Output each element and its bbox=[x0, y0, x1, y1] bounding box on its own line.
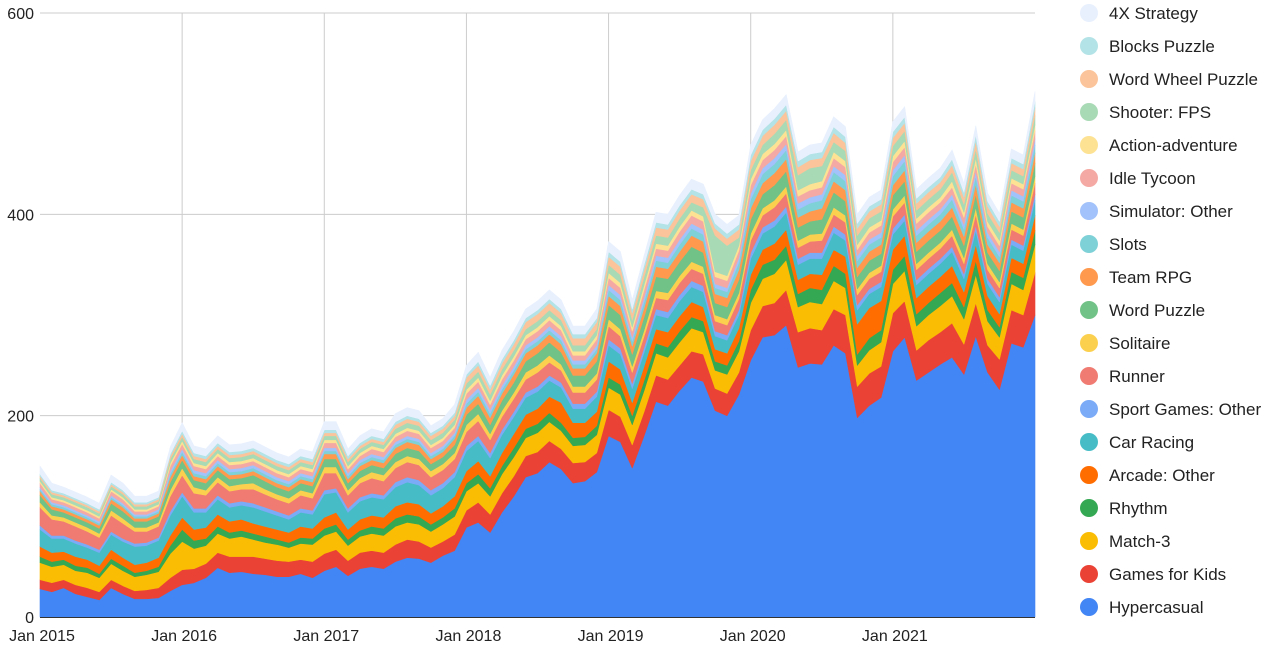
x-tick-label: Jan 2015 bbox=[9, 628, 75, 645]
legend-swatch bbox=[1080, 103, 1098, 121]
legend-label: Hypercasual bbox=[1109, 598, 1204, 617]
legend-item-team-rpg[interactable]: Team RPG bbox=[1080, 268, 1192, 287]
legend-label: Solitaire bbox=[1109, 334, 1170, 353]
legend-item-games-for-kids[interactable]: Games for Kids bbox=[1080, 565, 1226, 584]
legend-label: Action-adventure bbox=[1109, 136, 1238, 155]
chart-axes: 0 200 400 600 Jan 2015 Jan 2016 Jan 2017 Jan 20… bbox=[7, 6, 1035, 645]
chart-areas bbox=[39, 91, 1036, 618]
legend-swatch bbox=[1080, 598, 1098, 616]
legend-swatch bbox=[1080, 400, 1098, 418]
legend-label: Games for Kids bbox=[1109, 565, 1226, 584]
y-tick-label: 600 bbox=[7, 6, 34, 23]
legend-item-simulator-other[interactable]: Simulator: Other bbox=[1080, 202, 1233, 221]
legend-item-sport-games-other[interactable]: Sport Games: Other bbox=[1080, 400, 1261, 419]
y-tick-label: 400 bbox=[7, 207, 34, 224]
legend-label: Slots bbox=[1109, 235, 1147, 254]
x-tick-label: Jan 2019 bbox=[578, 628, 644, 645]
legend-label: Word Puzzle bbox=[1109, 301, 1205, 320]
legend-label: Simulator: Other bbox=[1109, 202, 1233, 221]
legend-swatch bbox=[1080, 235, 1098, 253]
legend-swatch bbox=[1080, 433, 1098, 451]
legend-label: Match-3 bbox=[1109, 532, 1170, 551]
legend-item-hypercasual[interactable]: Hypercasual bbox=[1080, 598, 1204, 617]
legend-item-word-wheel-puzzle[interactable]: Word Wheel Puzzle bbox=[1080, 70, 1258, 89]
legend-item-shooter-fps[interactable]: Shooter: FPS bbox=[1080, 103, 1211, 122]
legend-item-runner[interactable]: Runner bbox=[1080, 367, 1165, 386]
legend-item-4x-strategy[interactable]: 4X Strategy bbox=[1080, 4, 1198, 23]
legend-label: Shooter: FPS bbox=[1109, 103, 1211, 122]
legend-item-word-puzzle[interactable]: Word Puzzle bbox=[1080, 301, 1205, 320]
legend-swatch bbox=[1080, 70, 1098, 88]
legend-item-idle-tycoon[interactable]: Idle Tycoon bbox=[1080, 169, 1196, 188]
legend-label: Rhythm bbox=[1109, 499, 1168, 518]
y-tick-label: 0 bbox=[25, 610, 34, 627]
legend-swatch bbox=[1080, 301, 1098, 319]
area-4x-strategy bbox=[39, 91, 1036, 510]
legend-item-solitaire[interactable]: Solitaire bbox=[1080, 334, 1170, 353]
x-tick-label: Jan 2017 bbox=[293, 628, 359, 645]
x-tick-label: Jan 2018 bbox=[436, 628, 502, 645]
legend-label: Word Wheel Puzzle bbox=[1109, 70, 1258, 89]
x-tick-label: Jan 2016 bbox=[151, 628, 217, 645]
legend-swatch bbox=[1080, 4, 1098, 22]
legend-swatch bbox=[1080, 466, 1098, 484]
legend-item-slots[interactable]: Slots bbox=[1080, 235, 1147, 254]
legend-label: Runner bbox=[1109, 367, 1165, 386]
legend-item-car-racing[interactable]: Car Racing bbox=[1080, 433, 1194, 452]
x-tick-label: Jan 2021 bbox=[862, 628, 928, 645]
legend-swatch bbox=[1080, 367, 1098, 385]
legend-swatch bbox=[1080, 37, 1098, 55]
legend-swatch bbox=[1080, 169, 1098, 187]
y-tick-label: 200 bbox=[7, 409, 34, 426]
legend-swatch bbox=[1080, 532, 1098, 550]
legend-label: Arcade: Other bbox=[1109, 466, 1215, 485]
legend-label: Idle Tycoon bbox=[1109, 169, 1196, 188]
legend-swatch bbox=[1080, 565, 1098, 583]
legend-label: Team RPG bbox=[1109, 268, 1192, 287]
legend-swatch bbox=[1080, 499, 1098, 517]
chart-legend: 4X Strategy Blocks Puzzle Word Wheel Puzzl… bbox=[1080, 4, 1261, 617]
legend-swatch bbox=[1080, 268, 1098, 286]
legend-swatch bbox=[1080, 136, 1098, 154]
legend-item-arcade-other[interactable]: Arcade: Other bbox=[1080, 466, 1215, 485]
legend-label: Blocks Puzzle bbox=[1109, 37, 1215, 56]
legend-label: Car Racing bbox=[1109, 433, 1194, 452]
legend-item-match-3[interactable]: Match-3 bbox=[1080, 532, 1170, 551]
legend-item-action-adventure[interactable]: Action-adventure bbox=[1080, 136, 1238, 155]
legend-item-blocks-puzzle[interactable]: Blocks Puzzle bbox=[1080, 37, 1215, 56]
x-tick-label: Jan 2020 bbox=[720, 628, 786, 645]
legend-label: 4X Strategy bbox=[1109, 4, 1198, 23]
legend-swatch bbox=[1080, 334, 1098, 352]
legend-label: Sport Games: Other bbox=[1109, 400, 1261, 419]
legend-item-rhythm[interactable]: Rhythm bbox=[1080, 499, 1168, 518]
legend-swatch bbox=[1080, 202, 1098, 220]
